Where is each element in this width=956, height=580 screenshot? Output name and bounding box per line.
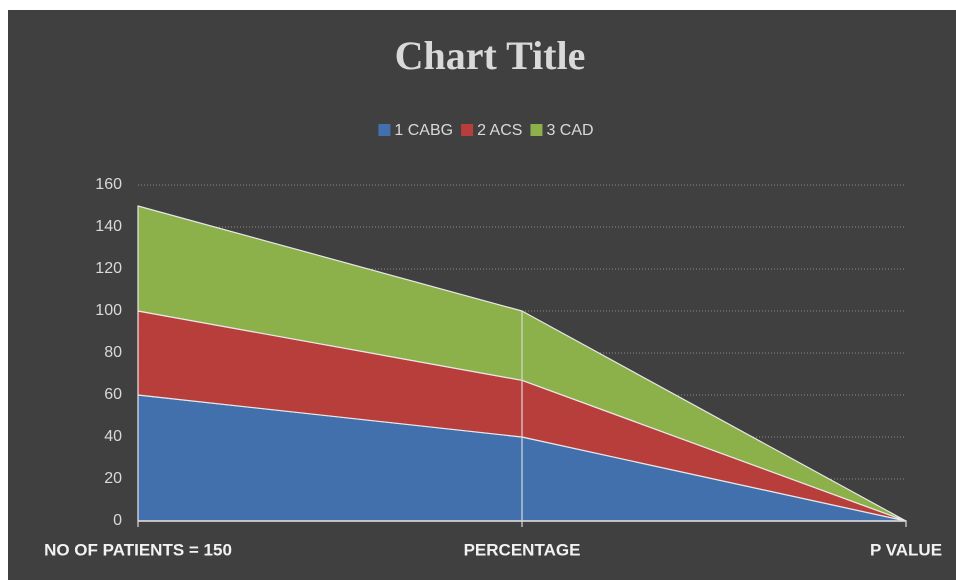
y-tick-label: 160 [95,176,122,193]
y-tick-label: 60 [104,386,122,403]
x-tick-label: PERCENTAGE [464,540,581,559]
x-tick-label: NO OF PATIENTS = 150 [44,540,232,559]
y-tick-label: 40 [104,428,122,445]
x-tick-label: P VALUE [870,540,942,559]
legend-swatch [461,124,474,136]
legend-label: 3 CAD [546,122,593,139]
legend-swatch [378,124,391,136]
y-tick-label: 0 [113,512,122,529]
legend-label: 1 CABG [394,122,453,139]
y-tick-label: 80 [104,344,122,361]
y-tick-label: 120 [95,260,122,277]
y-tick-label: 140 [95,218,122,235]
legend-label: 2 ACS [477,122,522,139]
y-tick-label: 100 [95,302,122,319]
y-tick-label: 20 [104,470,122,487]
legend-swatch [530,124,543,136]
chart-title: Chart Title [395,33,586,78]
